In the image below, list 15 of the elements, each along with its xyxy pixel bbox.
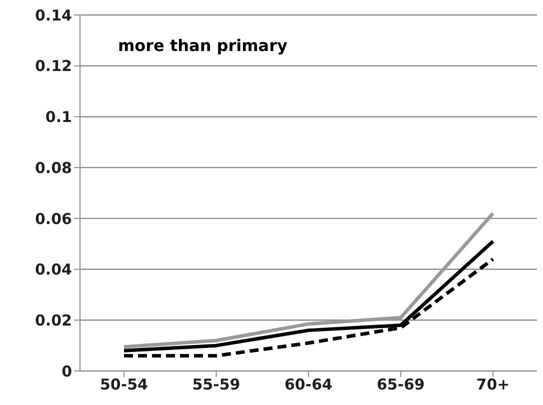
y-tick-label: 0.14 — [34, 6, 72, 24]
y-tick-label: 0.06 — [34, 210, 72, 228]
y-tick-label: 0.12 — [34, 57, 72, 76]
text: more than primary — [118, 36, 288, 55]
y-tick-label: 0.08 — [34, 158, 72, 177]
y-tick-label: 0.1 — [45, 108, 72, 126]
y-tick-label: 0 — [62, 362, 72, 380]
line-series — [122, 212, 495, 349]
x-tick-label: 55-59 — [192, 376, 240, 394]
y-tick-label: 0.04 — [34, 260, 72, 279]
x-tick-label: 70+ — [476, 376, 510, 394]
x-tick-label: 65-69 — [376, 376, 425, 394]
x-tick-label: 50-54 — [100, 376, 148, 394]
x-tick-label: 60-64 — [284, 376, 332, 394]
y-tick-label: 0.02 — [34, 311, 72, 330]
